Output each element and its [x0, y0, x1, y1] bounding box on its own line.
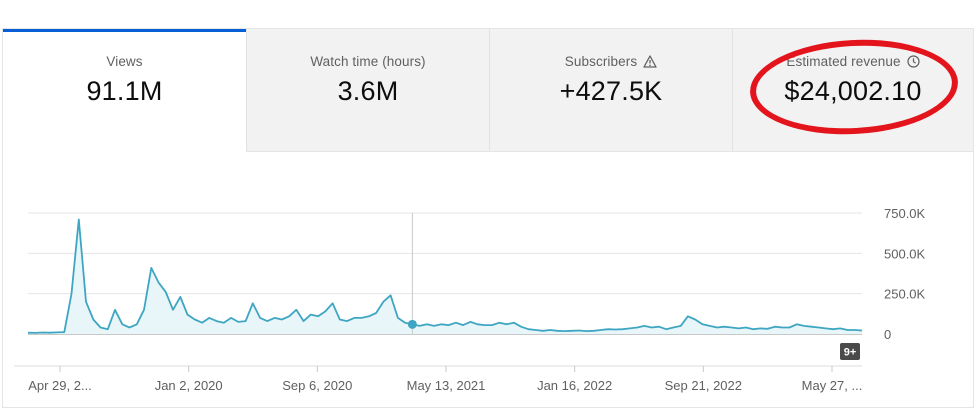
- tab-watch-time[interactable]: Watch time (hours) 3.6M: [246, 29, 489, 152]
- y-tick-label: 500.0K: [884, 246, 926, 261]
- tab-subscribers-label-row: Subscribers: [490, 54, 732, 71]
- x-tick-label: May 27, ...: [802, 378, 863, 393]
- tab-views-value: 91.1M: [86, 76, 163, 106]
- x-axis-ticks: [14, 365, 862, 372]
- clock-icon[interactable]: [907, 55, 920, 71]
- annotations-badge[interactable]: 9+: [840, 343, 860, 360]
- x-tick-label: Jan 16, 2022: [537, 378, 612, 393]
- tab-subscribers[interactable]: Subscribers +427.5K: [489, 29, 732, 152]
- x-tick-label: May 13, 2021: [407, 378, 486, 393]
- warning-triangle-icon[interactable]: [643, 55, 657, 71]
- hover-marker: [407, 319, 417, 329]
- tab-revenue-label: Estimated revenue: [786, 54, 901, 69]
- metric-tabs: Views 91.1M Watch time (hours) 3.6M Subs…: [3, 29, 973, 152]
- y-tick-label: 0: [884, 327, 891, 342]
- tab-views[interactable]: Views 91.1M: [3, 29, 246, 152]
- tab-subscribers-label: Subscribers: [564, 54, 638, 69]
- x-tick-label: Apr 29, 2...: [28, 378, 92, 393]
- tab-views-label: Views: [106, 54, 143, 69]
- x-tick-label: Sep 21, 2022: [665, 378, 742, 393]
- tab-watch-time-label: Watch time (hours): [310, 54, 426, 69]
- series-area-fill: [28, 219, 862, 334]
- tab-subscribers-value: +427.5K: [559, 76, 663, 106]
- x-tick-label: Sep 6, 2020: [282, 378, 352, 393]
- x-axis-labels: Apr 29, 2... Jan 2, 2020 Sep 6, 2020 May 13…: [28, 378, 862, 393]
- tab-watch-time-value: 3.6M: [337, 76, 399, 106]
- tab-revenue[interactable]: Estimated revenue $24,002.10: [732, 29, 973, 152]
- y-axis-labels: 750.0K 500.0K 250.0K 0: [884, 206, 926, 342]
- y-tick-label: 250.0K: [884, 287, 926, 302]
- analytics-card: Views 91.1M Watch time (hours) 3.6M Subs…: [2, 28, 974, 408]
- y-tick-label: 750.0K: [884, 206, 926, 221]
- x-tick-label: Jan 2, 2020: [155, 378, 223, 393]
- series-line: [27, 218, 863, 334]
- tab-revenue-value: $24,002.10: [784, 76, 922, 106]
- chart-area-group: [27, 213, 863, 334]
- badge-label: 9+: [844, 347, 857, 359]
- badge-background: [840, 343, 860, 360]
- tab-revenue-label-row: Estimated revenue: [733, 54, 973, 71]
